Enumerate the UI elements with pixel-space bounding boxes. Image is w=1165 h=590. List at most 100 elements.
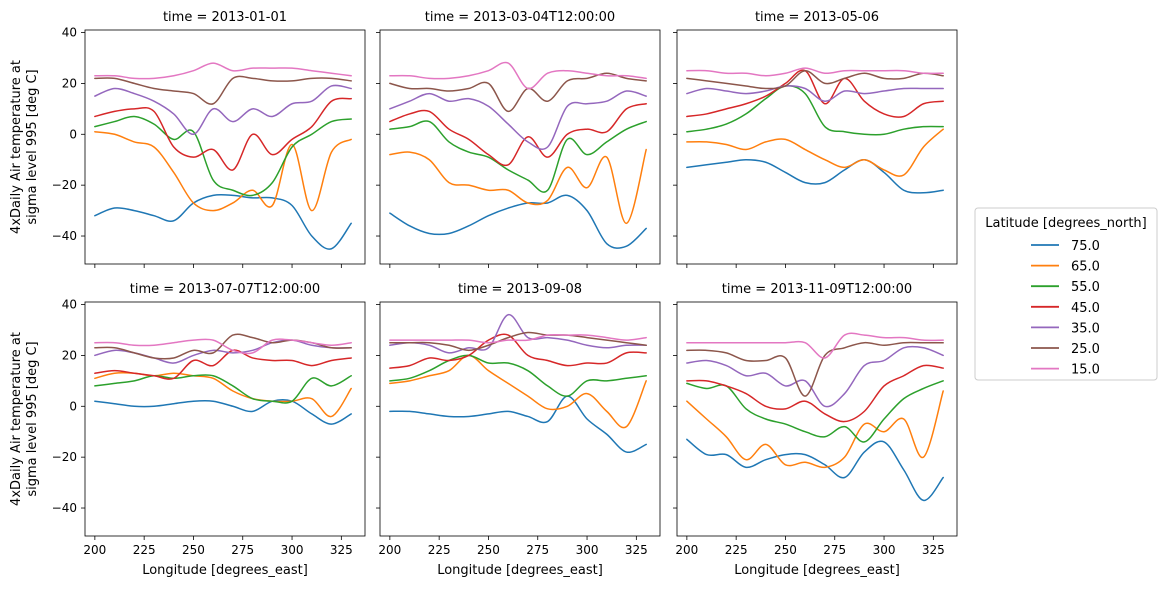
series-line-35.0: [389, 90, 647, 150]
legend-item: 75.0: [1031, 239, 1100, 254]
y-tick-label: 20: [62, 76, 77, 90]
x-axis-label: Longitude [degrees_east]: [734, 563, 900, 578]
x-tick-label: 225: [725, 543, 748, 557]
subplot-6: time = 2013-11-09T12:00:00 200 225 250 275 30…: [673, 282, 958, 578]
series-line-15.0: [94, 338, 352, 355]
series-line-55.0: [94, 115, 352, 197]
series-line-15.0: [389, 333, 647, 344]
y-axis-label-line: sigma level 995 [deg C]: [25, 341, 40, 496]
series-line-25.0: [389, 331, 647, 352]
x-tick-label: 300: [873, 543, 896, 557]
series-line-55.0: [686, 85, 944, 136]
subplot-3: time = 2013-05-06: [673, 10, 958, 268]
y-tick-label: 0: [69, 399, 77, 413]
y-axis-label: 4xDaily Air temperature atsigma level 99…: [9, 60, 40, 234]
series-line-25.0: [686, 69, 944, 90]
series-line-55.0: [389, 120, 647, 193]
legend-item: 35.0: [1031, 321, 1100, 336]
subplot-2: time = 2013-03-04T12:00:00: [376, 10, 661, 268]
x-tick-label: 325: [625, 543, 648, 557]
legend-item: 25.0: [1031, 342, 1100, 357]
series-line-75.0: [686, 438, 944, 502]
legend-label: 25.0: [1071, 342, 1100, 357]
axes-frame: [676, 301, 958, 537]
series-line-25.0: [94, 75, 352, 105]
y-tick-label: 40: [62, 298, 77, 312]
legend-item: 15.0: [1031, 363, 1100, 378]
y-axis-label: 4xDaily Air temperature atsigma level 99…: [9, 332, 40, 506]
series-line-55.0: [686, 380, 944, 443]
y-axis-label-line: sigma level 995 [deg C]: [25, 69, 40, 224]
legend-label: 35.0: [1071, 321, 1100, 336]
x-tick-label: 275: [526, 543, 549, 557]
series-line-65.0: [686, 128, 944, 177]
series-line-45.0: [389, 103, 647, 167]
series-line-25.0: [389, 72, 647, 113]
x-tick-label: 300: [281, 543, 304, 557]
series-line-15.0: [686, 67, 944, 77]
subplot-title: time = 2013-05-06: [755, 10, 879, 25]
series-line-55.0: [389, 354, 647, 397]
subplot-title: time = 2013-09-08: [458, 282, 582, 297]
legend-frame: [974, 207, 1158, 381]
series-line-75.0: [686, 158, 944, 194]
series-line-65.0: [686, 390, 944, 469]
series-line-75.0: [389, 395, 647, 454]
axes-frame: [379, 301, 661, 537]
y-tick-label: 20: [62, 348, 77, 362]
axes-frame: [676, 29, 958, 265]
y-axis-label-line: 4xDaily Air temperature at: [9, 60, 24, 234]
series-line-45.0: [94, 349, 352, 380]
series-line-75.0: [94, 193, 352, 250]
subplot-title: time = 2013-07-07T12:00:00: [130, 282, 320, 297]
x-tick-label: 250: [774, 543, 797, 557]
series-line-35.0: [686, 85, 944, 102]
series-line-45.0: [389, 333, 647, 369]
series-line-45.0: [686, 364, 944, 423]
x-tick-label: 200: [83, 543, 106, 557]
series-line-35.0: [389, 313, 647, 354]
x-tick-label: 250: [182, 543, 205, 557]
legend-item: 45.0: [1031, 301, 1100, 316]
y-tick-label: −40: [52, 501, 77, 515]
legend-title: Latitude [degrees_north]: [985, 216, 1146, 231]
legend-label: 75.0: [1071, 239, 1100, 254]
axes-frame: [379, 29, 661, 265]
legend-label: 55.0: [1071, 280, 1100, 295]
x-axis-label: Longitude [degrees_east]: [142, 563, 308, 578]
series-line-65.0: [94, 130, 352, 212]
series-line-15.0: [94, 62, 352, 80]
subplot-1: time = 2013-01-01 −40 −20 0 20 40 4xDaily Air …: [9, 10, 366, 268]
x-tick-label: 275: [231, 543, 254, 557]
y-tick-label: 40: [62, 26, 77, 40]
y-tick-label: −20: [52, 450, 77, 464]
series-line-75.0: [94, 399, 352, 425]
series-line-45.0: [686, 69, 944, 118]
y-tick-label: −40: [52, 229, 77, 243]
x-tick-label: 250: [477, 543, 500, 557]
series-line-25.0: [94, 333, 352, 360]
legend-item: 55.0: [1031, 280, 1100, 295]
x-tick-label: 200: [675, 543, 698, 557]
x-tick-label: 300: [576, 543, 599, 557]
legend: Latitude [degrees_north] 75.0 65.0 55.0 45.0…: [974, 207, 1158, 381]
subplot-title: time = 2013-01-01: [163, 10, 287, 25]
axes-frame: [84, 29, 366, 265]
subplot-5: time = 2013-09-08 200 225 250 275 300 325 Longi…: [376, 282, 661, 578]
legend-label: 65.0: [1071, 260, 1100, 275]
legend-item: 65.0: [1031, 260, 1100, 275]
subplot-title: time = 2013-03-04T12:00:00: [425, 10, 615, 25]
y-axis-label-line: 4xDaily Air temperature at: [9, 332, 24, 506]
x-tick-label: 325: [922, 543, 945, 557]
axes-frame: [84, 301, 366, 537]
series-line-25.0: [686, 341, 944, 397]
series-line-65.0: [389, 354, 647, 429]
series-line-55.0: [94, 374, 352, 404]
series-line-15.0: [389, 61, 647, 90]
x-tick-label: 225: [428, 543, 451, 557]
x-tick-label: 225: [133, 543, 156, 557]
x-axis-label: Longitude [degrees_east]: [437, 563, 603, 578]
legend-label: 15.0: [1071, 363, 1100, 378]
